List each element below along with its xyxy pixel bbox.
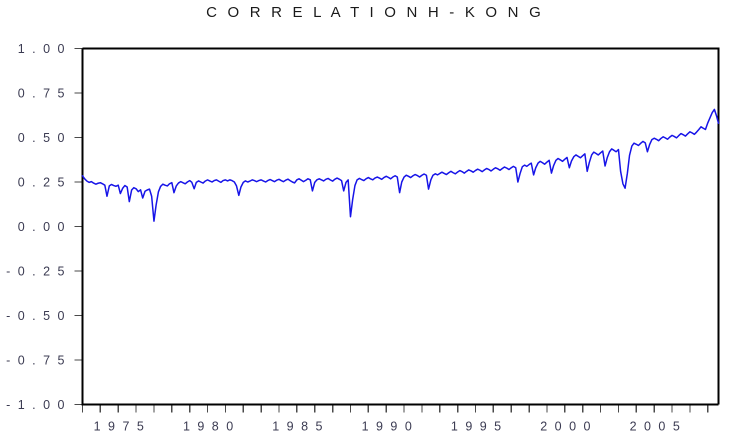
- x-tick-label: 1 9 9 5: [451, 420, 503, 434]
- y-tick-label: - 0 . 5 0: [6, 309, 66, 323]
- x-tick-label: 2 0 0 5: [630, 420, 682, 434]
- y-tick-label: 0 . 7 5: [18, 87, 67, 101]
- y-tick-label: 0 . 0 0: [18, 220, 67, 234]
- y-tick-label: 1 . 0 0: [18, 42, 67, 56]
- y-axis-ticks: [74, 47, 83, 406]
- y-tick-label: - 0 . 7 5: [6, 354, 66, 368]
- chart-title: C O R R E L A T I O N H - K O N G: [206, 4, 544, 21]
- y-tick-label: - 1 . 0 0: [6, 398, 66, 412]
- x-tick-label: 1 9 8 0: [183, 420, 235, 434]
- series-line-correlation: [81, 108, 720, 222]
- x-tick-label: 2 0 0 0: [540, 420, 592, 434]
- y-tick-label: 0 . 5 0: [18, 131, 67, 145]
- x-tick-label: 1 9 8 5: [272, 420, 324, 434]
- x-tick-label: 1 9 9 0: [362, 420, 414, 434]
- x-tick-label: 1 9 7 5: [94, 420, 146, 434]
- x-axis-ticks: [81, 404, 709, 413]
- y-tick-label: - 0 . 2 5: [6, 265, 66, 279]
- axis-frame: [81, 47, 720, 406]
- x-axis-labels: 1 9 7 5 1 9 8 0 1 9 8 5 1 9 9 0 1 9 9 5 2 0 0…: [94, 420, 682, 434]
- y-tick-label: 0 . 2 5: [18, 176, 67, 190]
- y-axis-labels: 1 . 0 0 0 . 7 5 0 . 5 0 0 . 2 5 0 . 0 0 - 0 .…: [6, 42, 67, 412]
